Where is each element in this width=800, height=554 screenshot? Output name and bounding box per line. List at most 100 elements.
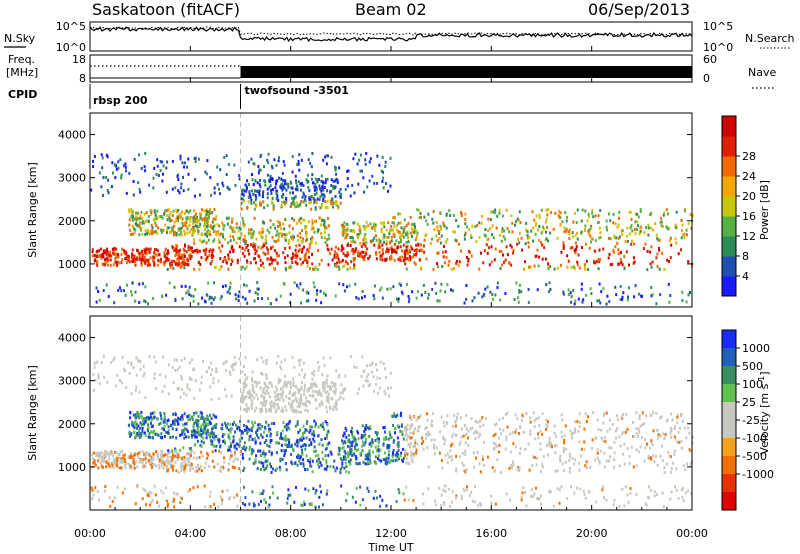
range-cell (597, 427, 600, 431)
range-cell (198, 249, 201, 253)
range-cell (468, 228, 471, 232)
range-cell (315, 188, 318, 192)
range-cell (124, 458, 127, 461)
range-cell (516, 467, 519, 471)
range-cell (268, 179, 270, 183)
range-cell (294, 205, 297, 209)
range-cell (250, 398, 253, 402)
range-cell (512, 442, 515, 446)
range-cell (339, 395, 342, 399)
range-cell (190, 254, 193, 258)
range-cell (241, 246, 244, 250)
range-cell (407, 221, 410, 225)
range-cell (465, 427, 468, 431)
range-cell (238, 379, 241, 383)
range-cell (361, 290, 364, 293)
range-cell (338, 397, 341, 401)
range-cell (397, 448, 400, 452)
range-cell (132, 424, 135, 428)
range-cell (151, 416, 154, 420)
range-cell (133, 227, 136, 231)
range-cell (380, 227, 383, 231)
range-cell (677, 252, 680, 256)
range-cell (539, 470, 542, 474)
range-cell (326, 206, 329, 210)
range-cell (168, 213, 171, 217)
range-cell (537, 416, 540, 420)
range-cell (203, 466, 206, 470)
range-cell (637, 215, 640, 219)
range-cell (480, 221, 483, 225)
range-cell (394, 431, 396, 435)
range-cell (478, 221, 481, 225)
range-cell (277, 403, 279, 407)
range-cell (656, 252, 659, 256)
range-cell (573, 302, 576, 306)
range-cell (112, 263, 115, 267)
range-cell (442, 501, 445, 504)
range-cell (166, 160, 169, 164)
range-cell (202, 422, 205, 426)
range-cell (235, 442, 238, 446)
range-cell (257, 254, 260, 258)
range-cell (139, 214, 142, 218)
range-cell (282, 193, 285, 196)
range-cell (236, 258, 239, 262)
range-cell (198, 260, 201, 264)
range-cell (584, 209, 587, 213)
range-cell (326, 177, 329, 181)
range-cell (548, 281, 551, 285)
range-cell (200, 256, 203, 260)
range-cell (323, 236, 326, 240)
range-cell (192, 433, 195, 437)
range-cell (275, 240, 278, 244)
range-cell (151, 436, 154, 440)
range-cell (438, 232, 441, 235)
range-cell (410, 245, 413, 249)
range-cell (302, 424, 305, 428)
range-cell (250, 404, 253, 407)
range-cell (635, 432, 638, 436)
range-cell (344, 230, 347, 234)
range-cell (254, 189, 257, 193)
range-cell (326, 395, 329, 399)
range-cell (143, 260, 146, 264)
range-cell (211, 450, 214, 454)
range-cell (303, 373, 306, 377)
range-cell (400, 283, 402, 287)
range-cell (181, 388, 184, 391)
range-cell (244, 356, 247, 360)
range-cell (625, 412, 628, 416)
range-cell (379, 256, 382, 260)
range-cell (345, 470, 348, 474)
range-cell (379, 288, 381, 292)
range-cell (599, 258, 601, 261)
range-cell (361, 449, 364, 453)
range-cell (628, 462, 631, 465)
range-cell (313, 285, 316, 289)
range-cell (296, 422, 299, 426)
range-cell (192, 225, 195, 229)
range-cell (307, 158, 310, 162)
range-cell (238, 438, 241, 442)
range-cell (591, 211, 594, 215)
range-cell (491, 224, 494, 228)
range-cell (321, 382, 324, 386)
range-cell (201, 296, 204, 300)
range-cell (257, 245, 260, 249)
range-cell (185, 216, 188, 220)
range-cell (175, 250, 178, 254)
range-cell (298, 398, 301, 402)
range-cell (190, 294, 193, 298)
range-cell (238, 444, 241, 448)
range-cell (408, 258, 410, 262)
range-cell (398, 457, 401, 461)
range-cell (117, 160, 120, 164)
range-cell (620, 251, 622, 255)
range-cell (293, 235, 296, 239)
range-cell (676, 421, 679, 425)
range-cell (243, 283, 246, 287)
range-cell (470, 490, 473, 494)
range-cell (189, 376, 191, 380)
range-cell (431, 288, 434, 291)
